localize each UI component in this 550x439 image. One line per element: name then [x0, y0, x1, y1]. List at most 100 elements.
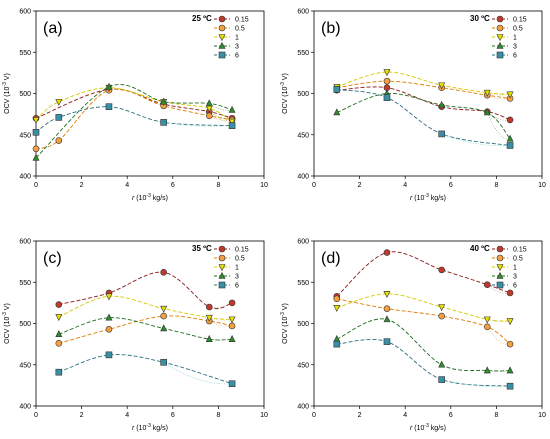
y-tick-label: 500 [297, 91, 309, 98]
y-tick-label: 400 [19, 404, 31, 411]
x-tick-label: 0 [312, 412, 316, 419]
legend-entry: 0.15 [513, 17, 527, 24]
data-point [55, 114, 63, 121]
data-point [160, 305, 168, 313]
series-line [336, 338, 511, 387]
x-tick-label: 0 [34, 412, 38, 419]
legend-marker [218, 41, 226, 49]
data-point [105, 82, 113, 90]
panel-d: 0 2 4 6 8 10 400 450 500 550 600 r (10-3 kg/s) OCV (… [280, 239, 546, 433]
legend-marker [218, 24, 226, 32]
data-point [55, 330, 63, 338]
series-trail [209, 302, 233, 308]
data-point [160, 324, 168, 332]
y-tick-label: 400 [297, 404, 309, 411]
y-tick-label: 450 [19, 132, 31, 139]
y-tick-label: 550 [297, 280, 309, 287]
data-point [438, 360, 446, 368]
y-tick-label: 500 [19, 91, 31, 98]
legend-marker [496, 245, 504, 253]
data-point [438, 82, 446, 90]
data-point [160, 269, 167, 276]
data-point [105, 103, 113, 110]
legend-entry: 3 [235, 274, 239, 281]
legend-entry: 0.5 [235, 256, 245, 263]
data-point [55, 301, 63, 308]
data-point [105, 351, 113, 359]
data-point [483, 323, 491, 331]
legend-entry: 0.5 [235, 26, 245, 33]
series-0_15 [333, 249, 514, 300]
data-point [55, 339, 63, 347]
data-point [483, 316, 491, 324]
series-6 [55, 351, 236, 388]
x-tick-label: 2 [358, 182, 362, 189]
y-tick-label: 450 [19, 362, 31, 369]
x-axis-label: r (10-3 kg/s) [410, 193, 446, 202]
data-point [55, 137, 63, 144]
legend-marker [218, 34, 226, 42]
series-0_5 [333, 295, 514, 348]
series-line [35, 88, 233, 150]
x-tick-label: 6 [449, 412, 453, 419]
legend-marker [496, 271, 504, 279]
data-point [160, 312, 167, 320]
y-tick-label: 400 [19, 174, 31, 181]
series-1 [333, 290, 514, 326]
y-axis-label: OCV (10-3 V) [2, 303, 11, 344]
legend-entry: 1 [235, 265, 239, 272]
series-3 [333, 315, 514, 374]
x-tick-label: 0 [312, 182, 316, 189]
data-point [438, 100, 446, 108]
y-tick-label: 500 [297, 321, 309, 328]
data-point [228, 118, 236, 126]
data-point [506, 91, 514, 99]
data-point [55, 98, 63, 106]
legend-marker [496, 34, 504, 42]
series-trail [163, 361, 233, 385]
series-trail [487, 111, 511, 121]
legend-entry: 0.5 [513, 26, 523, 33]
temperature-label: 40 ºC [470, 244, 490, 253]
data-point [333, 305, 341, 312]
y-axis-label: OCV (10-3 V) [280, 73, 289, 114]
y-tick-label: 450 [297, 132, 309, 139]
data-point [383, 338, 391, 345]
legend-marker [496, 254, 504, 262]
series-line [58, 354, 233, 385]
y-tick-label: 500 [19, 321, 31, 328]
series-0_15 [55, 269, 236, 311]
data-point [32, 153, 40, 161]
legend-marker [496, 281, 504, 289]
data-point [105, 293, 113, 301]
y-tick-label: 600 [19, 239, 31, 246]
legend-entry: 6 [235, 283, 239, 290]
x-tick-label: 4 [125, 182, 129, 189]
data-point [383, 77, 391, 85]
y-tick-label: 550 [19, 50, 31, 57]
data-point [205, 112, 213, 120]
x-tick-label: 0 [34, 182, 38, 189]
panel-label: (c) [43, 250, 62, 267]
legend-marker [218, 51, 226, 59]
x-tick-label: 10 [538, 412, 546, 419]
x-axis-label: r (10-3 kg/s) [132, 423, 168, 432]
temperature-label: 30 ºC [470, 14, 490, 23]
data-point [333, 86, 341, 93]
legend-marker [218, 15, 226, 23]
data-point [205, 335, 213, 342]
data-point [506, 382, 514, 390]
x-tick-label: 2 [80, 182, 84, 189]
legend-entry: 0.15 [513, 247, 527, 254]
data-point [32, 128, 40, 136]
data-point [55, 314, 63, 322]
data-point [160, 97, 168, 105]
series-line [336, 88, 511, 146]
data-point [228, 105, 236, 113]
temperature-label: 25 ºC [192, 14, 212, 23]
data-point [506, 318, 514, 326]
x-tick-label: 2 [80, 412, 84, 419]
y-axis-label: OCV (10-3 V) [2, 73, 11, 114]
y-tick-label: 600 [297, 239, 309, 246]
x-tick-label: 4 [403, 182, 407, 189]
